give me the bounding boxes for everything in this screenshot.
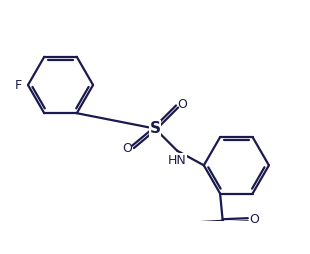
Text: O: O xyxy=(178,98,188,111)
Text: O: O xyxy=(249,213,259,226)
Text: HN: HN xyxy=(168,154,186,167)
Text: S: S xyxy=(149,121,161,136)
Text: F: F xyxy=(15,78,22,91)
Text: O: O xyxy=(122,142,132,155)
